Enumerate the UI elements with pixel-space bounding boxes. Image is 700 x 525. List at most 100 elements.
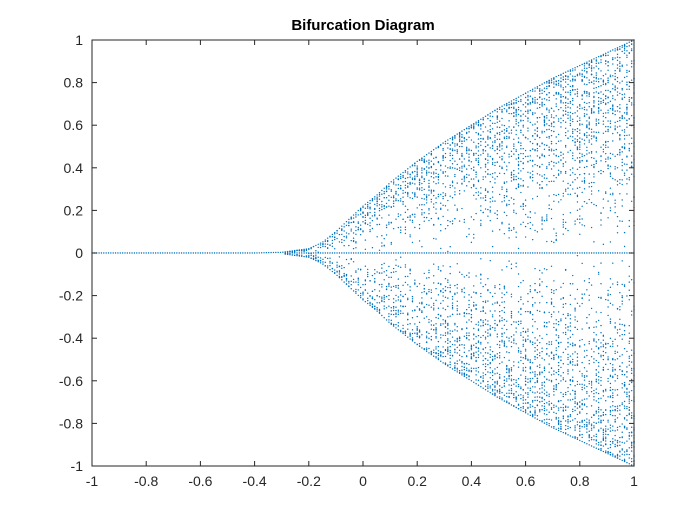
data-point <box>630 381 633 384</box>
data-point <box>477 340 480 342</box>
data-point <box>461 130 463 132</box>
data-point <box>501 252 503 254</box>
data-point <box>527 98 529 101</box>
data-point <box>378 214 381 217</box>
data-point <box>555 148 557 151</box>
data-point <box>560 100 562 103</box>
data-point <box>503 344 506 347</box>
data-point <box>550 140 553 143</box>
data-point <box>416 160 418 163</box>
data-point <box>447 305 449 308</box>
data-point <box>543 359 546 361</box>
data-point <box>378 309 381 312</box>
data-point <box>579 345 581 347</box>
data-point <box>541 105 543 107</box>
data-point <box>583 419 586 422</box>
data-point <box>621 87 623 90</box>
data-point <box>569 111 572 114</box>
data-point <box>553 404 555 406</box>
data-point <box>586 370 588 372</box>
data-point <box>216 252 218 254</box>
data-point <box>364 283 367 286</box>
data-point <box>626 56 628 59</box>
data-point <box>482 176 484 178</box>
data-point <box>454 160 456 162</box>
data-point <box>574 343 576 346</box>
data-point <box>602 445 605 447</box>
data-point <box>508 101 510 104</box>
data-point <box>567 326 569 328</box>
data-point <box>444 308 447 311</box>
data-point <box>435 316 437 319</box>
data-point <box>609 451 612 454</box>
data-point <box>572 130 574 133</box>
data-point <box>508 374 510 377</box>
data-point <box>600 212 602 215</box>
data-point <box>579 208 581 210</box>
data-point <box>586 423 588 426</box>
data-point <box>515 187 517 190</box>
data-point <box>199 252 202 254</box>
data-point <box>506 109 508 111</box>
data-point <box>546 352 548 355</box>
data-point <box>602 207 605 209</box>
data-point <box>553 193 555 196</box>
data-point <box>107 252 110 254</box>
data-point <box>506 320 508 322</box>
data-point <box>567 83 569 86</box>
data-point <box>369 217 371 219</box>
data-point <box>506 336 508 338</box>
data-point <box>482 148 484 151</box>
data-point <box>581 440 583 443</box>
data-point <box>590 108 593 110</box>
data-point <box>501 335 503 338</box>
data-point <box>381 206 383 208</box>
data-point <box>461 273 463 276</box>
data-point <box>362 291 364 293</box>
data-point <box>579 427 581 430</box>
data-point <box>605 437 607 440</box>
data-point <box>461 165 463 167</box>
data-point <box>440 289 442 292</box>
data-point <box>515 406 517 409</box>
data-point <box>369 252 371 254</box>
data-point <box>616 126 619 128</box>
data-point <box>524 384 527 386</box>
data-point <box>388 183 390 185</box>
data-point <box>536 380 539 382</box>
data-point <box>548 146 550 148</box>
data-point <box>343 272 345 275</box>
data-point <box>541 371 543 373</box>
data-point <box>630 79 633 81</box>
data-point <box>359 286 362 289</box>
data-point <box>430 306 433 308</box>
data-point <box>484 176 487 178</box>
data-point <box>602 99 605 101</box>
data-point <box>501 327 503 330</box>
data-point <box>470 357 473 360</box>
data-point <box>605 52 607 55</box>
data-point <box>517 185 520 188</box>
data-point <box>456 143 458 145</box>
data-point <box>463 140 466 142</box>
data-point <box>607 217 609 219</box>
data-point <box>529 411 532 414</box>
data-point <box>374 208 376 211</box>
data-point <box>498 346 501 349</box>
data-point <box>447 175 449 177</box>
data-point <box>564 302 567 305</box>
data-point <box>557 140 560 142</box>
data-point <box>508 337 510 339</box>
data-point <box>484 126 487 128</box>
data-point <box>576 106 579 108</box>
data-point <box>513 383 515 385</box>
data-point <box>546 93 548 96</box>
data-point <box>357 221 359 223</box>
data-point <box>501 158 503 160</box>
data-point <box>428 304 430 306</box>
data-point <box>324 252 326 254</box>
data-point <box>496 161 499 163</box>
data-point <box>513 107 515 110</box>
data-point <box>430 297 433 299</box>
data-point <box>529 155 532 157</box>
